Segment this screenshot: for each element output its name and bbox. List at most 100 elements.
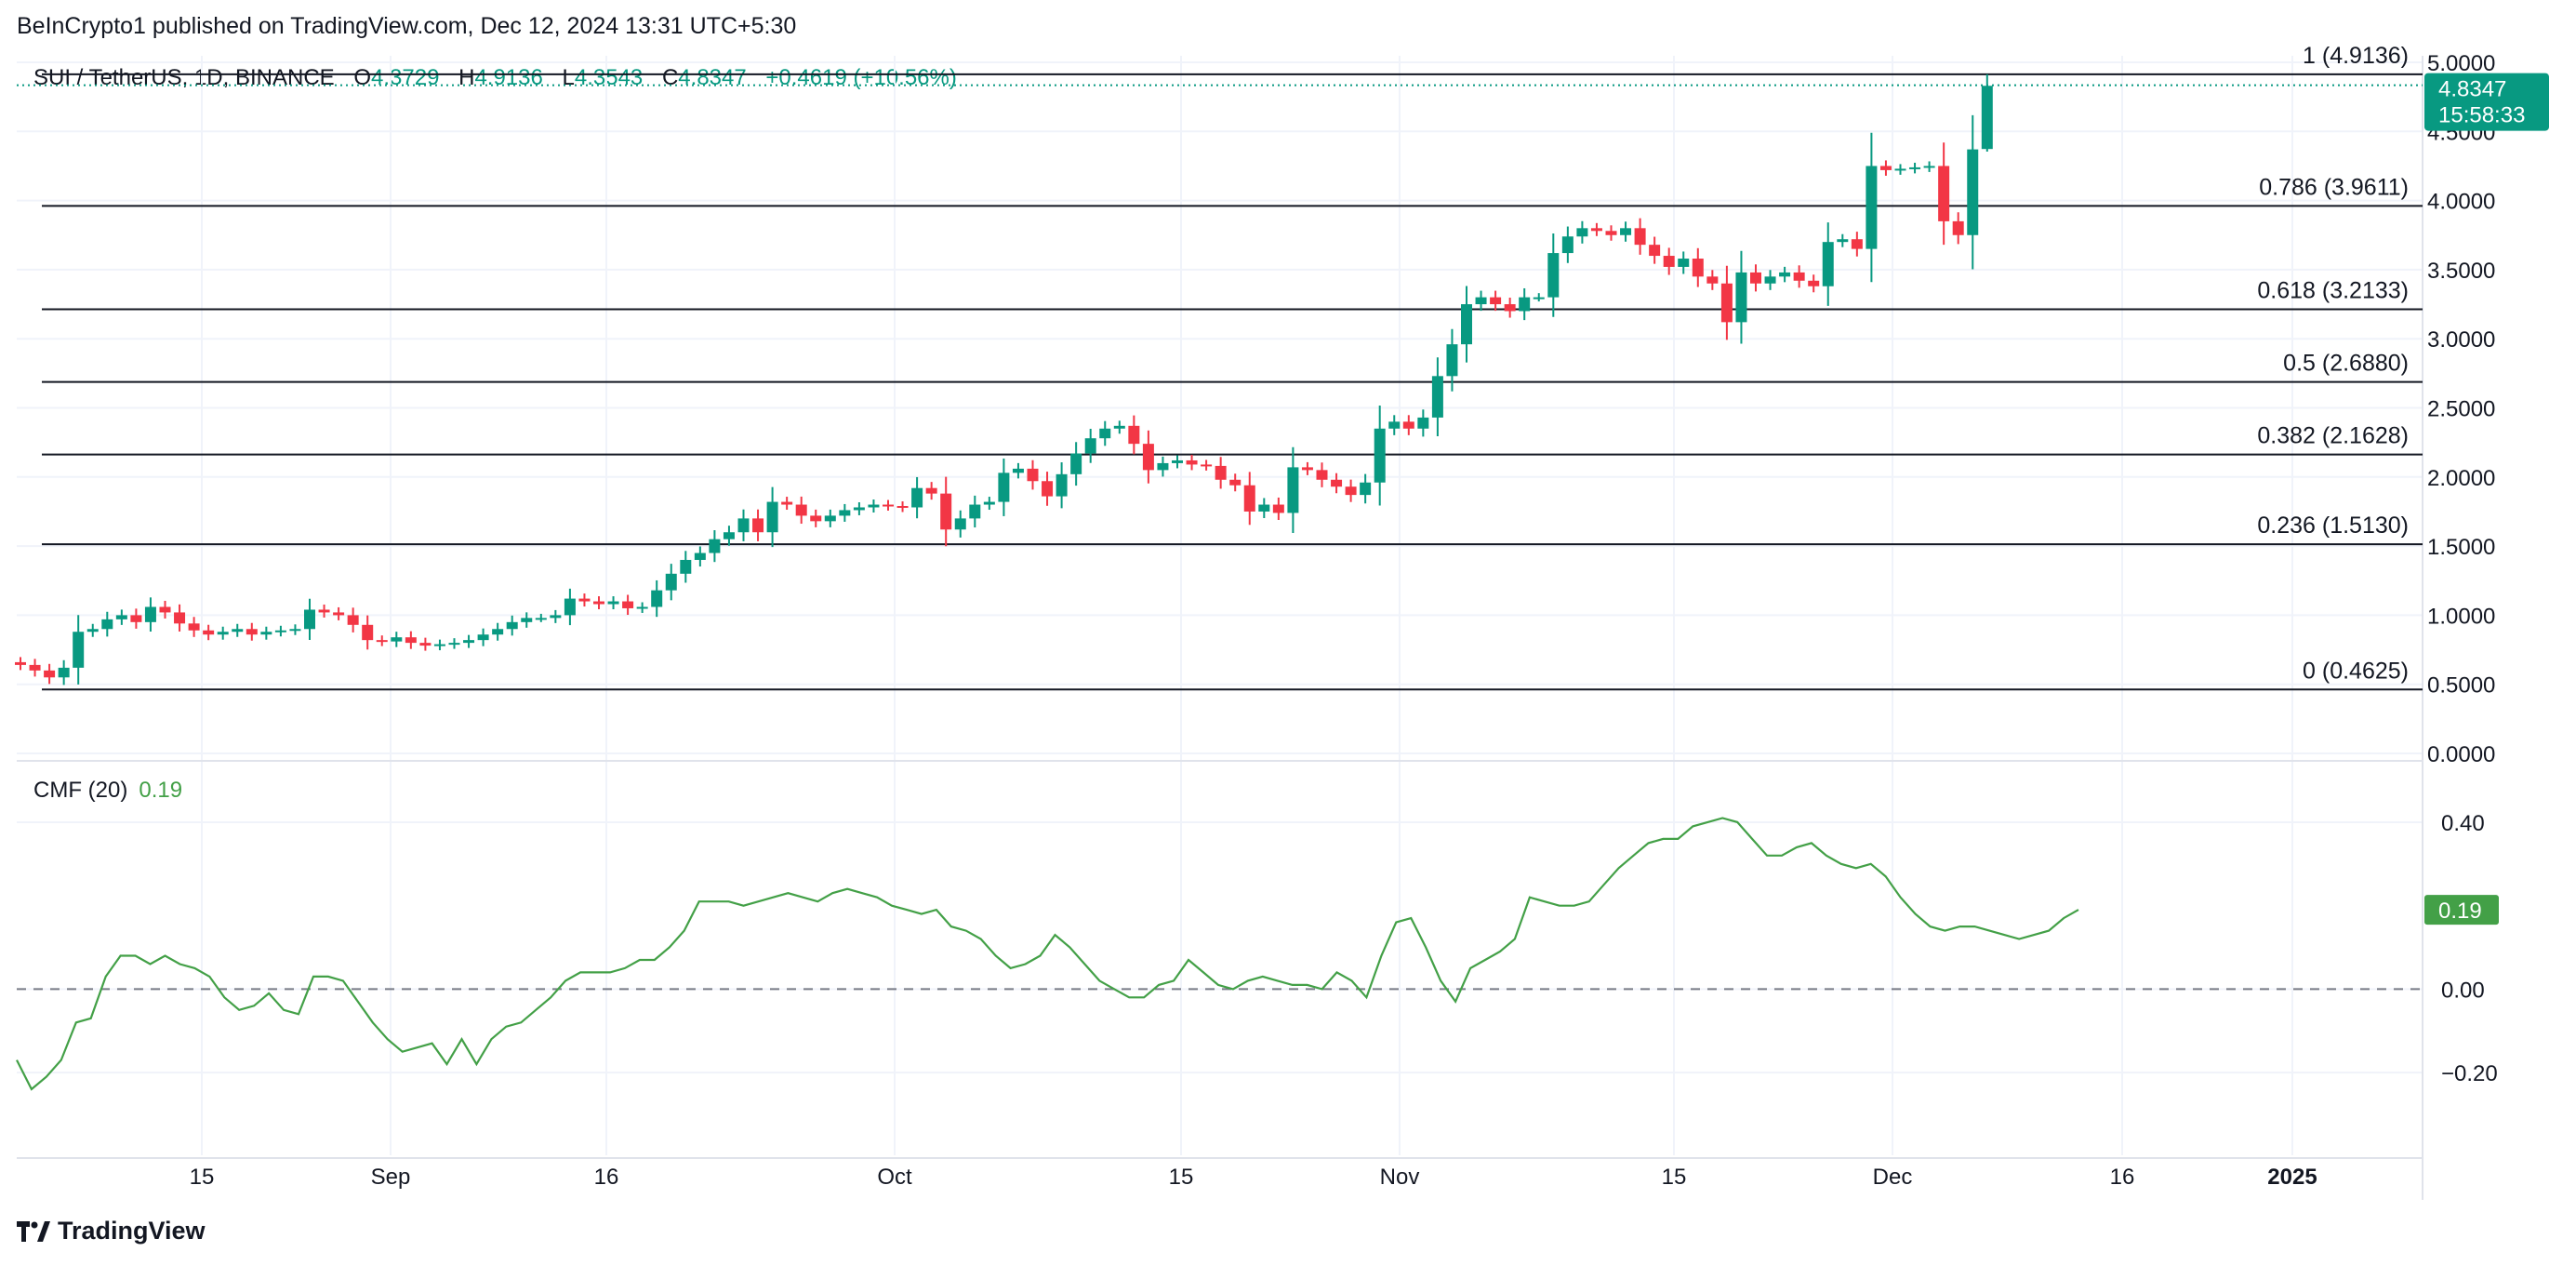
candle-body: [1431, 376, 1443, 418]
fib-label: 0 (0.4625): [2303, 658, 2409, 684]
candle-body: [1417, 417, 1429, 429]
candle-body: [1851, 239, 1863, 249]
candle-body: [44, 670, 56, 678]
fib-label: 0.786 (3.9611): [2259, 174, 2409, 200]
candle-body: [883, 504, 894, 507]
candle-body: [1172, 459, 1183, 463]
candle-body: [1663, 256, 1675, 267]
candle-body: [29, 664, 41, 671]
tradingview-logo[interactable]: TradingView: [17, 1217, 206, 1245]
countdown-tag-value: 15:58:33: [2438, 103, 2525, 128]
candle-body: [1678, 259, 1690, 267]
candle-body: [506, 621, 518, 630]
time-tick-label: 15: [1169, 1165, 1194, 1190]
candle-body: [260, 632, 272, 635]
last-price-tag-value: 4.8347: [2438, 77, 2506, 102]
symbol-name[interactable]: SUI / TetherUS, 1D, BINANCE: [33, 65, 335, 90]
candle-body: [448, 643, 460, 646]
cmf-label: CMF (20): [33, 778, 128, 803]
logo-text: TradingView: [58, 1217, 206, 1245]
candle-body: [1142, 444, 1154, 471]
candle-body: [766, 501, 778, 533]
cmf-value-tag-text: 0.19: [2438, 899, 2482, 924]
price-tick-label: 2.5000: [2427, 397, 2495, 422]
candle-body: [636, 606, 648, 609]
candle-body: [347, 615, 359, 625]
candle-body: [680, 559, 692, 574]
candle-body: [159, 606, 171, 613]
candle-body: [1446, 344, 1458, 377]
candle-body: [795, 504, 807, 516]
chart-canvas[interactable]: 1 (4.9136) 0.786 (3.9611) 0.618 (3.2133) 0.…: [0, 0, 2576, 1209]
open-label: O: [353, 65, 372, 90]
candle-body: [86, 629, 99, 632]
candle-body: [217, 632, 229, 635]
candle-body: [1706, 276, 1719, 284]
candle-body: [983, 501, 995, 505]
candle-body: [1576, 228, 1588, 237]
candle-body: [1605, 231, 1617, 235]
candle-body: [1215, 465, 1227, 480]
low-label: L: [562, 65, 575, 90]
time-tick-label: Nov: [1380, 1165, 1420, 1190]
fib-label: 0.5 (2.6880): [2283, 351, 2409, 377]
candle-body: [318, 609, 330, 613]
candle-body: [101, 619, 113, 630]
candle-body: [550, 615, 562, 619]
candle-body: [1027, 468, 1039, 482]
candle-body: [144, 606, 156, 622]
close-label: C: [661, 65, 679, 90]
candle-body: [868, 504, 880, 508]
cmf-line: [16, 817, 2079, 1091]
candle-body: [1272, 504, 1284, 513]
candle-body: [1345, 486, 1357, 496]
candle-body: [839, 510, 851, 516]
cmf-value: 0.19: [139, 778, 183, 803]
price-tick-label: 3.5000: [2427, 259, 2495, 284]
candle-body: [15, 661, 26, 665]
candle-body: [1316, 470, 1328, 480]
candle-body: [781, 501, 793, 505]
candle-body: [1042, 481, 1054, 497]
candle-body: [1113, 425, 1125, 429]
candle-body: [1808, 280, 1820, 286]
cmf-legend[interactable]: CMF (20) 0.19: [33, 778, 182, 804]
candle-body: [1981, 86, 1993, 150]
time-tick-label: Dec: [1873, 1165, 1913, 1190]
price-tick-label: 2.0000: [2427, 466, 2495, 491]
candle-body: [709, 539, 721, 553]
candle-body: [593, 601, 604, 605]
candle-body: [998, 473, 1010, 502]
candle-body: [405, 637, 417, 644]
candle-body: [1952, 220, 1964, 235]
candle-body: [1750, 272, 1761, 284]
candle-body: [1331, 479, 1343, 487]
candle-body: [1084, 438, 1096, 454]
candle-body: [752, 518, 764, 533]
change-value: +0.4619 (+10.56%): [765, 65, 957, 90]
candle-body: [1649, 245, 1661, 257]
price-tick-label: 0.0000: [2427, 742, 2495, 767]
candle-body: [651, 590, 663, 607]
price-tick-label: 1.0000: [2427, 604, 2495, 629]
candle-body: [203, 630, 215, 635]
cmf-tick-label: 0.40: [2441, 811, 2485, 836]
candle-body: [232, 629, 244, 632]
candle-body: [1590, 228, 1602, 232]
candle-body: [911, 487, 923, 508]
candle-body: [130, 615, 142, 622]
fib-label: 1 (4.9136): [2303, 43, 2409, 69]
time-axis: 15 Sep 16 Oct 15 Nov 15 Dec 16 2025: [190, 1165, 2317, 1190]
candle-body: [1866, 166, 1878, 249]
candle-body: [521, 618, 533, 622]
candle-body: [1634, 228, 1646, 246]
candle-body: [896, 506, 909, 509]
candle-body: [1894, 168, 1906, 171]
candle-body: [1157, 462, 1169, 471]
candle-body: [665, 573, 677, 591]
candle-body: [1243, 485, 1255, 512]
candle-body: [1938, 166, 1950, 221]
candle-body: [1374, 428, 1386, 483]
candle-body: [304, 609, 315, 630]
candle-body: [419, 643, 432, 646]
